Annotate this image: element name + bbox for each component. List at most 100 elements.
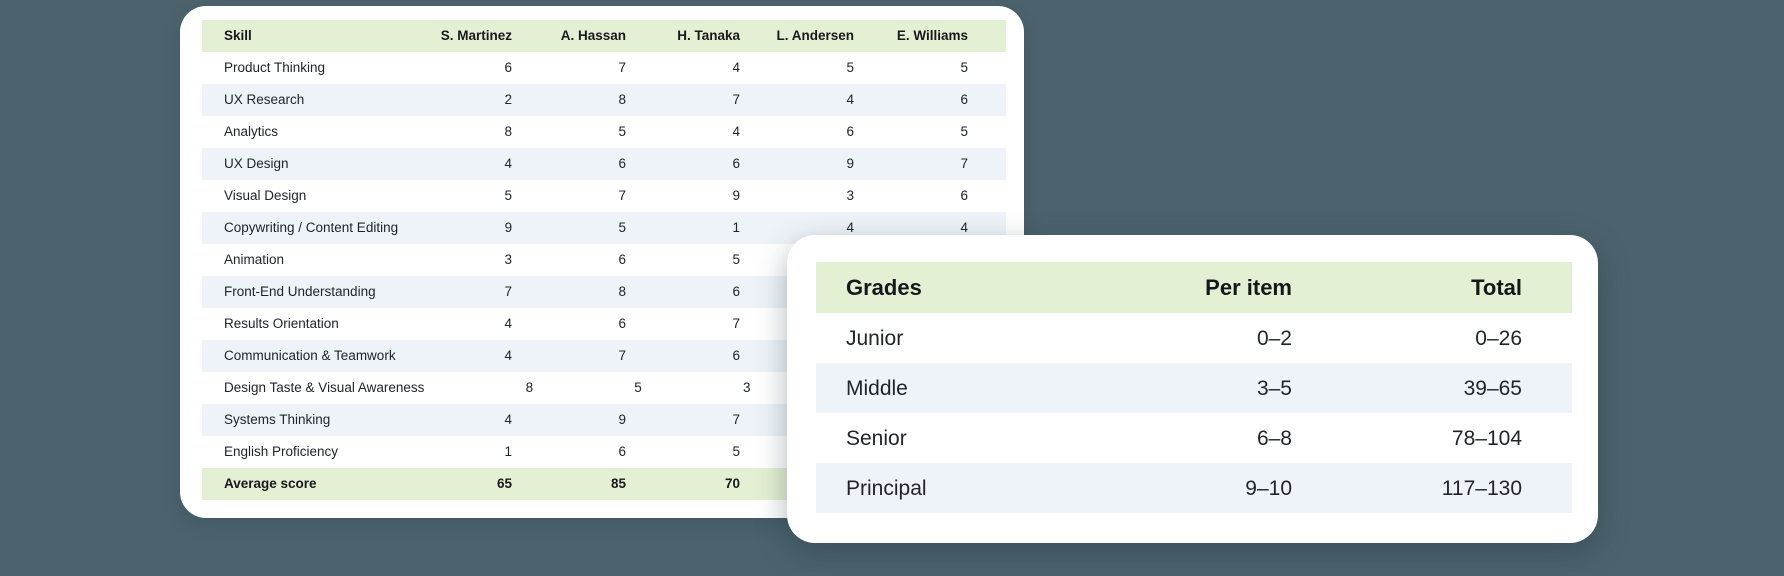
score-cell: 7 — [732, 316, 740, 332]
total-cell: 0–26 — [1475, 326, 1522, 350]
score-cell: 1 — [732, 220, 741, 236]
skill-row: English Proficiency 1 6 5 — [202, 436, 1006, 468]
score-cell: 6 — [960, 92, 968, 108]
skill-name-cell: Visual Design — [224, 188, 307, 204]
per-item-cell: 3–5 — [1256, 376, 1292, 400]
total-cell: 117–130 — [1441, 476, 1522, 500]
score-cell: 5 — [618, 124, 626, 140]
score-cell: 5 — [634, 380, 642, 396]
score-cell: 7 — [618, 188, 626, 204]
average-score-label: Average score — [224, 476, 317, 492]
column-header-s-martinez: S. Martinez — [440, 28, 512, 44]
score-cell: 7 — [732, 92, 740, 108]
grade-name-cell: Middle — [846, 376, 908, 400]
skill-name-cell: Analytics — [224, 124, 279, 140]
skill-row: Visual Design 5 7 9 3 6 — [202, 180, 1006, 212]
score-cell: 3 — [743, 380, 751, 396]
grade-row: Senior 6–8 78–104 — [816, 413, 1572, 463]
skill-name-cell: UX Design — [224, 156, 289, 172]
score-cell: 4 — [960, 220, 969, 236]
score-cell: 6 — [846, 124, 854, 140]
score-cell: 7 — [618, 60, 626, 76]
grade-row: Middle 3–5 39–65 — [816, 363, 1572, 413]
score-cell: 8 — [618, 284, 626, 300]
score-cell: 6 — [618, 444, 626, 460]
score-cell: 9 — [846, 156, 854, 172]
column-header-h-tanaka: H. Tanaka — [677, 28, 740, 44]
score-cell: 5 — [618, 220, 627, 236]
score-cell: 1 — [504, 444, 512, 460]
score-cell: 4 — [846, 220, 855, 236]
skill-row: Design Taste & Visual Awareness 8 5 3 — [202, 372, 1006, 404]
skill-name-cell: UX Research — [224, 92, 305, 108]
average-score-cell: 70 — [724, 476, 740, 492]
skill-row: Product Thinking 6 7 4 5 5 — [202, 52, 1006, 84]
column-header-a-hassan: A. Hassan — [560, 28, 626, 44]
score-cell: 9 — [732, 188, 740, 204]
score-cell: 6 — [618, 316, 626, 332]
score-cell: 4 — [504, 156, 512, 172]
grades-table-body: Junior 0–2 0–26 Middle 3–5 39–65 Senior 6–8 78–1… — [816, 313, 1572, 513]
score-cell: 4 — [504, 316, 512, 332]
grade-row: Junior 0–2 0–26 — [816, 313, 1572, 363]
skill-row: Animation 3 6 5 — [202, 244, 1006, 276]
skill-row: Results Orientation 4 6 7 — [202, 308, 1006, 340]
skill-name-cell: Animation — [224, 252, 285, 268]
score-cell: 7 — [618, 348, 626, 364]
skill-name-cell: Design Taste & Visual Awareness — [224, 380, 425, 396]
score-cell: 6 — [504, 60, 512, 76]
score-cell: 5 — [732, 252, 740, 268]
score-cell: 8 — [618, 92, 626, 108]
score-cell: 4 — [504, 348, 512, 364]
per-item-cell: 0–2 — [1256, 326, 1292, 350]
score-cell: 8 — [504, 124, 512, 140]
score-cell: 6 — [618, 156, 626, 172]
score-cell: 9 — [504, 220, 513, 236]
column-header-total: Total — [1471, 274, 1522, 300]
skill-name-cell: Product Thinking — [224, 60, 326, 76]
grades-header-row: Grades Per item Total — [816, 262, 1572, 313]
skill-name-cell: English Proficiency — [224, 444, 339, 460]
score-cell: 8 — [525, 380, 534, 396]
total-cell: 78–104 — [1451, 426, 1522, 450]
column-header-grades: Grades — [846, 274, 922, 300]
skill-name-cell: Systems Thinking — [224, 412, 331, 428]
average-score-cell: 65 — [496, 476, 512, 492]
grade-name-cell: Principal — [846, 476, 927, 500]
score-cell: 7 — [732, 412, 740, 428]
skill-name-cell: Communication & Teamwork — [224, 348, 396, 364]
average-score-cell: 85 — [610, 476, 626, 492]
score-cell: 7 — [960, 156, 968, 172]
score-cell: 5 — [504, 188, 512, 204]
score-cell: 4 — [732, 124, 740, 140]
column-header-l-andersen: L. Andersen — [776, 28, 854, 44]
score-cell: 5 — [732, 444, 740, 460]
score-cell: 5 — [960, 124, 968, 140]
score-cell: 3 — [504, 252, 512, 268]
grade-row: Principal 9–10 117–130 — [816, 463, 1572, 513]
column-header-skill: Skill — [224, 28, 252, 44]
column-header-e-williams: E. Williams — [896, 28, 968, 44]
skill-name-cell: Results Orientation — [224, 316, 339, 332]
score-cell: 6 — [732, 156, 740, 172]
score-cell: 5 — [846, 60, 854, 76]
score-cell: 4 — [504, 412, 512, 428]
skill-row: UX Design 4 6 6 9 7 — [202, 148, 1006, 180]
per-item-cell: 6–8 — [1256, 426, 1292, 450]
score-cell: 6 — [732, 348, 740, 364]
grades-table: Grades Per item Total Junior 0–2 0–26 Middl… — [816, 262, 1572, 513]
score-cell: 4 — [846, 92, 854, 108]
total-cell: 39–65 — [1463, 376, 1522, 400]
skill-name-cell: Copywriting / Content Editing — [224, 220, 399, 236]
skill-row: Analytics 8 5 4 6 5 — [202, 116, 1006, 148]
score-cell: 7 — [504, 284, 512, 300]
grades-card: Grades Per item Total Junior 0–2 0–26 Middl… — [787, 235, 1598, 543]
per-item-cell: 9–10 — [1245, 476, 1292, 500]
score-cell: 6 — [960, 188, 968, 204]
column-header-per-item: Per item — [1205, 274, 1292, 300]
skill-name-cell: Front-End Understanding — [224, 284, 376, 300]
skill-row: UX Research 2 8 7 4 6 — [202, 84, 1006, 116]
score-cell: 6 — [732, 284, 740, 300]
grade-name-cell: Junior — [846, 326, 904, 350]
